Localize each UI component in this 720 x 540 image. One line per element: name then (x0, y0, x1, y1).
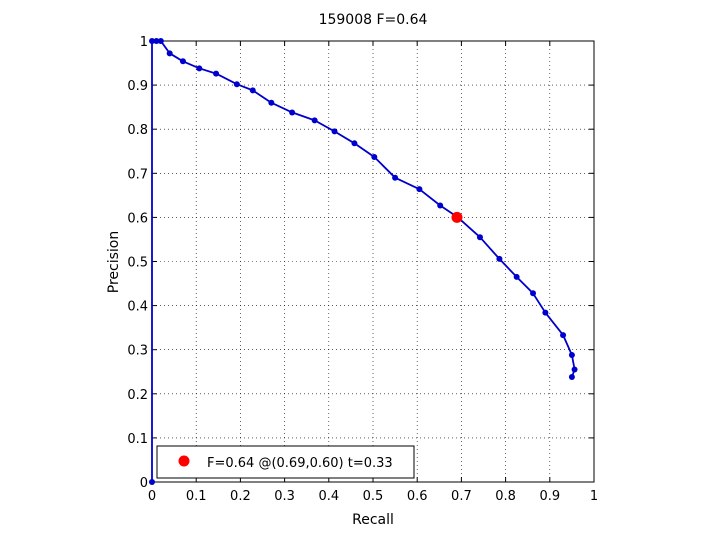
legend-box (156, 445, 415, 479)
axis-ticks: 0 0.1 0.2 0.3 0.4 0.5 0.6 0.7 0.8 0.9 1 0 0.1 0.2 0.3 0… (127, 35, 598, 504)
x-tick-label: 0.7 (451, 489, 472, 504)
x-tick-label: 1 (590, 489, 598, 504)
data-point (196, 65, 203, 72)
highlight (451, 211, 463, 223)
data-point (149, 38, 155, 44)
legend-text: F=0.64 @(0.69,0.60) t=0.33 (207, 456, 393, 471)
legend: F=0.64 @(0.69,0.60) t=0.33 (156, 445, 415, 479)
data-point (568, 374, 575, 381)
data-point (351, 140, 358, 147)
data-point (179, 58, 186, 65)
data-point (568, 351, 575, 358)
y-tick-label: 0.4 (127, 300, 148, 315)
chart-title: 159008 F=0.64 (319, 12, 428, 28)
data-point (233, 81, 240, 88)
x-tick-label: 0.4 (318, 489, 339, 504)
y-tick-label: 0 (140, 476, 148, 491)
y-tick-label: 0.9 (127, 79, 148, 94)
data-point (560, 332, 567, 339)
data-point (476, 234, 483, 241)
data-point (416, 186, 423, 193)
data-point (496, 255, 503, 262)
data-point (513, 273, 520, 280)
x-axis-label: Recall (352, 512, 394, 528)
y-tick-label: 0.3 (127, 344, 148, 359)
y-tick-label: 0.6 (127, 211, 148, 226)
data-point (249, 87, 256, 94)
y-tick-label: 0.7 (127, 167, 148, 182)
data-point (149, 479, 155, 485)
x-tick-label: 0.6 (407, 489, 428, 504)
data-point (153, 38, 160, 44)
x-tick-label: 0 (148, 489, 156, 504)
x-tick-label: 0.8 (495, 489, 516, 504)
data-point (157, 38, 164, 44)
data-point (289, 109, 296, 116)
grid (152, 41, 594, 482)
y-tick-label: 0.5 (127, 256, 148, 271)
y-tick-label: 0.8 (127, 123, 148, 138)
data-point (542, 309, 549, 316)
data-point (571, 366, 578, 373)
best-f-point (451, 211, 463, 223)
y-tick-label: 0.2 (127, 388, 148, 403)
legend-marker (178, 455, 190, 467)
data-point (331, 128, 338, 135)
x-tick-label: 0.3 (274, 489, 295, 504)
x-tick-label: 0.2 (230, 489, 251, 504)
y-axis-label: Precision (106, 231, 122, 293)
data-point (437, 202, 444, 209)
series (149, 38, 578, 485)
x-tick-label: 0.9 (539, 489, 560, 504)
y-tick-label: 0.1 (127, 432, 148, 447)
data-point (530, 290, 537, 297)
data-point (371, 153, 378, 160)
y-tick-label: 1 (140, 35, 148, 50)
data-point (213, 70, 220, 77)
data-point (268, 99, 275, 106)
data-point (311, 117, 318, 124)
data-point (392, 174, 399, 181)
x-tick-label: 0.1 (186, 489, 207, 504)
data-point (166, 50, 173, 57)
x-tick-label: 0.5 (363, 489, 384, 504)
